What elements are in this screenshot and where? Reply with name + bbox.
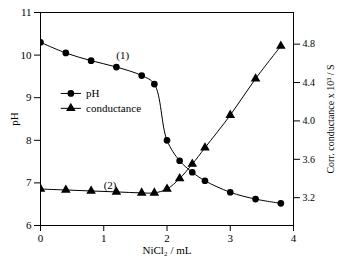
svg-text:8: 8 [26,134,32,146]
svg-text:pH: pH [8,112,20,126]
svg-text:4.0: 4.0 [303,115,316,126]
svg-text:11: 11 [21,6,32,18]
svg-text:4: 4 [291,232,297,244]
svg-text:4.4: 4.4 [303,77,316,88]
svg-text:3.2: 3.2 [303,192,316,203]
svg-text:NiCl₂ / mL: NiCl₂ / mL [142,244,191,256]
svg-text:3: 3 [228,232,234,244]
svg-text:(2): (2) [104,179,117,192]
svg-text:7: 7 [26,176,32,188]
svg-text:0: 0 [38,232,44,244]
svg-text:(1): (1) [116,49,129,62]
svg-text:9: 9 [26,91,32,103]
svg-text:10: 10 [21,49,33,61]
svg-text:6: 6 [26,219,32,231]
svg-text:1: 1 [101,232,107,244]
svg-text:pH: pH [86,87,100,99]
svg-text:Corr. conductance x 10³ / S: Corr. conductance x 10³ / S [325,64,336,173]
svg-text:conductance: conductance [86,102,141,114]
svg-text:2: 2 [164,232,170,244]
svg-text:3.6: 3.6 [303,153,316,164]
svg-text:4.8: 4.8 [303,38,316,49]
